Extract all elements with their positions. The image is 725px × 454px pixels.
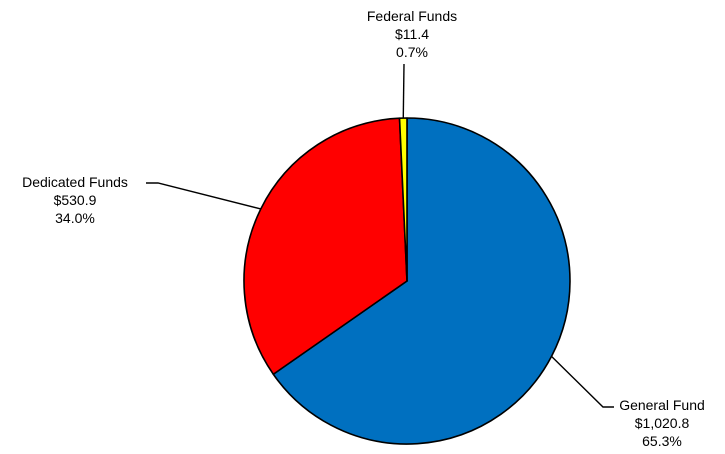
leader-line-federal-funds [402, 63, 405, 119]
leader-line-general-fund [551, 355, 614, 408]
pie-slice-dedicated-funds [243, 117, 408, 376]
label-general-fund-value: $1,020.8 [635, 415, 690, 431]
label-federal-funds-percent: 0.7% [396, 44, 428, 60]
label-dedicated-funds-percent: 34.0% [55, 210, 95, 226]
pie-slice-general-fund [272, 117, 571, 445]
label-general-fund-percent: 65.3% [642, 433, 682, 449]
label-federal-funds-value: $11.4 [395, 26, 429, 42]
label-general-fund-name: General Fund [619, 397, 705, 413]
pie-slice-federal-funds [398, 117, 408, 282]
slices-layer [243, 117, 571, 445]
label-dedicated-funds-value: $530.9 [54, 192, 97, 208]
label-federal-funds-name: Federal Funds [367, 8, 457, 24]
leader-line-dedicated-funds [146, 182, 261, 210]
leader-lines-layer [146, 63, 614, 408]
label-dedicated-funds-name: Dedicated Funds [22, 174, 128, 190]
